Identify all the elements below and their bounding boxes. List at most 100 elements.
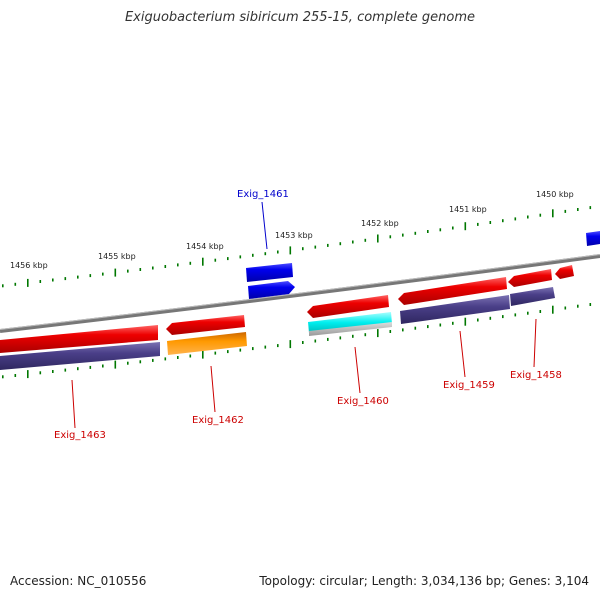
leader-line — [210, 365, 216, 413]
scale-tick-major — [289, 246, 292, 255]
scale-tick-minor — [2, 284, 4, 288]
scale-tick-minor — [439, 323, 442, 327]
scale-tick-minor — [452, 226, 454, 230]
gene-bar — [0, 342, 160, 370]
cds-arrow — [307, 295, 389, 318]
cds-arrow — [586, 231, 600, 246]
scale-tick-minor — [139, 360, 142, 364]
gene-label-exig-1459[interactable]: Exig_1459 — [443, 380, 495, 391]
gene-partial-blue[interactable] — [586, 231, 600, 246]
scale-tick-minor — [427, 230, 429, 233]
cds-arrow — [398, 277, 507, 305]
scale-tick-minor — [402, 328, 404, 332]
gene-exig-1463[interactable] — [0, 325, 160, 370]
label-leaders — [71, 201, 537, 429]
scale-tick-minor — [314, 339, 317, 343]
scale-tick-minor — [414, 326, 417, 330]
gene-bar — [400, 295, 510, 324]
scale-tick-major — [27, 278, 29, 287]
rna-bar — [167, 332, 247, 355]
scale-tick-minor — [389, 330, 392, 333]
gene-exig-1459[interactable] — [398, 277, 510, 324]
scale-tick-minor — [14, 282, 17, 286]
scale-tick-minor — [277, 344, 279, 348]
leader-line — [354, 346, 361, 394]
scale-tick-minor — [302, 247, 304, 251]
scale-tick-major — [202, 257, 204, 266]
scale-track-lower — [2, 303, 592, 379]
accession-label: Accession: NC_010556 — [10, 574, 147, 588]
scale-label: 1455 kbp — [98, 252, 136, 261]
gene-label-exig-1461[interactable]: Exig_1461 — [237, 189, 289, 200]
gene-label-exig-1463[interactable]: Exig_1463 — [54, 430, 106, 441]
scale-tick-minor — [502, 219, 504, 223]
scale-tick-minor — [527, 215, 529, 219]
scale-tick-minor — [264, 252, 267, 256]
gene-label-exig-1462[interactable]: Exig_1462 — [192, 415, 244, 426]
scale-tick-major — [377, 234, 379, 243]
scale-tick-minor — [564, 306, 567, 310]
genome-backbone-highlight — [0, 254, 600, 330]
cds-arrow — [555, 265, 574, 279]
scale-tick-minor — [164, 265, 167, 268]
gene-partial-red[interactable] — [555, 265, 574, 279]
scale-tick-minor — [564, 209, 567, 213]
scale-tick-major — [552, 305, 554, 314]
gene-label-exig-1460[interactable]: Exig_1460 — [337, 396, 389, 407]
scale-tick-minor — [2, 375, 4, 379]
scale-tick-minor — [489, 221, 492, 224]
scale-tick-minor — [102, 364, 104, 368]
scale-tick-minor — [589, 206, 592, 210]
gene-bar — [510, 287, 555, 306]
scale-tick-major — [114, 268, 117, 277]
gene-exig-1458[interactable] — [508, 269, 555, 306]
scale-label: 1456 kbp — [10, 261, 48, 270]
rna-bar — [308, 312, 392, 333]
scale-tick-minor — [102, 272, 104, 276]
scale-tick-minor — [539, 310, 542, 313]
scale-tick-minor — [189, 354, 192, 358]
gene-exig-1462[interactable] — [166, 315, 247, 355]
gene-exig-1461[interactable] — [246, 263, 295, 299]
scale-labels: 1456 kbp 1455 kbp 1454 kbp 1453 kbp 1452… — [10, 190, 574, 270]
gene-bar — [248, 281, 295, 299]
scale-tick-minor — [514, 313, 517, 317]
genome-backbone — [0, 254, 600, 333]
scale-tick-minor — [52, 278, 54, 282]
scale-tick-minor — [177, 263, 179, 267]
scale-tick-minor — [127, 269, 129, 273]
scale-tick-minor — [389, 235, 392, 239]
scale-tick-minor — [439, 228, 442, 232]
scale-tick-minor — [327, 337, 329, 341]
scale-label: 1450 kbp — [536, 190, 574, 199]
gene-label-exig-1458[interactable]: Exig_1458 — [510, 370, 562, 381]
scale-tick-minor — [239, 255, 242, 259]
scale-tick-minor — [227, 257, 229, 261]
scale-tick-minor — [39, 371, 42, 375]
scale-tick-minor — [177, 356, 179, 359]
scale-tick-minor — [77, 367, 79, 371]
scale-tick-major — [114, 360, 117, 369]
leader-line — [261, 201, 268, 250]
gene-exig-1460[interactable] — [307, 295, 392, 336]
scale-tick-minor — [252, 347, 254, 351]
scale-label: 1454 kbp — [186, 242, 224, 251]
cds-arrow — [0, 325, 158, 353]
scale-tick-minor — [539, 213, 542, 217]
scale-tick-minor — [52, 370, 54, 373]
scale-tick-minor — [589, 303, 592, 306]
scale-tick-minor — [489, 316, 492, 320]
scale-tick-major — [202, 350, 204, 359]
scale-tick-minor — [214, 258, 217, 262]
scale-tick-minor — [164, 357, 167, 361]
scale-tick-minor — [352, 240, 354, 244]
scale-tick-minor — [39, 280, 42, 283]
scale-tick-minor — [302, 341, 304, 344]
scale-tick-minor — [152, 358, 154, 362]
scale-tick-minor — [527, 311, 529, 315]
cds-arrow — [166, 315, 245, 335]
scale-tick-minor — [514, 217, 517, 221]
scale-tick-minor — [427, 325, 429, 329]
